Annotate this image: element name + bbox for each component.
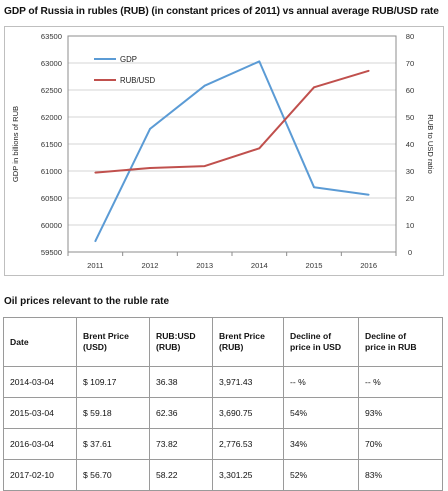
data-point	[94, 240, 97, 243]
y-tick-label: 61500	[41, 140, 62, 149]
y-right-axis-title: RUB to USD ratio	[426, 114, 435, 174]
cell-decline-usd: 54%	[283, 397, 359, 429]
chart-title: GDP of Russia in rubles (RUB) (in consta…	[4, 6, 439, 17]
y-tick-label: 59500	[41, 248, 62, 257]
header-decline-rub: Decline of price in RUB	[358, 317, 443, 367]
data-point	[149, 167, 151, 169]
table-row: 2017-02-10 $ 56.70 58.22 3,301.25 52% 83…	[3, 459, 443, 491]
table-row: 2016-03-04 $ 37.61 73.82 2,776.53 34% 70…	[3, 428, 443, 460]
x-tick-label: 2016	[360, 261, 377, 270]
cell-date: 2015-03-04	[3, 397, 77, 429]
cell-decline-usd: -- %	[283, 366, 359, 398]
y-right-tick-label: 70	[406, 59, 414, 68]
y-right-tick-label: 40	[406, 140, 414, 149]
data-point	[258, 147, 261, 150]
chart-svg: 5950060000605006100061500620006250063000…	[4, 26, 444, 276]
cell-rub-usd: 73.82	[149, 428, 213, 460]
cell-brent-rub: 3,301.25	[212, 459, 284, 491]
gdp-line	[94, 60, 369, 242]
cell-brent-rub: 2,776.53	[212, 428, 284, 460]
header-brent-rub: Brent Price (RUB)	[212, 317, 284, 367]
x-tick-label: 2013	[196, 261, 213, 270]
table-row: 2015-03-04 $ 59.18 62.36 3,690.75 54% 93…	[3, 397, 443, 429]
y-tick-label: 61000	[41, 167, 62, 176]
y-right-tick-label: 80	[406, 32, 414, 41]
data-point	[313, 86, 315, 89]
oil-price-table: Date Brent Price (USD) RUB:USD (RUB) Brent…	[3, 317, 443, 491]
y-tick-label: 63000	[41, 59, 62, 68]
y-tick-label: 60000	[41, 221, 62, 230]
cell-brent-usd: $ 37.61	[76, 428, 150, 460]
table-row: 2014-03-04 $ 109.17 36.38 3,971.43 -- % …	[3, 366, 443, 398]
x-tick-label: 2015	[306, 261, 323, 270]
cell-rub-usd: 36.38	[149, 366, 213, 398]
cell-rub-usd: 62.36	[149, 397, 213, 429]
table-header-row: Date Brent Price (USD) RUB:USD (RUB) Brent…	[3, 317, 443, 367]
data-point	[313, 186, 315, 189]
data-point	[258, 60, 261, 63]
legend-label: GDP	[120, 55, 137, 64]
axis-layer: 5950060000605006100061500620006250063000…	[11, 32, 435, 270]
cell-decline-rub: -- %	[358, 366, 443, 398]
cell-brent-usd: $ 56.70	[76, 459, 150, 491]
y-tick-label: 62500	[41, 86, 62, 95]
x-tick-label: 2014	[251, 261, 268, 270]
cell-date: 2017-02-10	[3, 459, 77, 491]
data-point	[203, 84, 206, 87]
cell-decline-rub: 93%	[358, 397, 443, 429]
y-right-tick-label: 10	[406, 221, 414, 230]
cell-brent-rub: 3,971.43	[212, 366, 284, 398]
y-tick-label: 60500	[41, 194, 62, 203]
y-right-tick-label: 50	[406, 113, 414, 122]
data-point	[203, 165, 206, 168]
cell-decline-rub: 70%	[358, 428, 443, 460]
header-date: Date	[3, 317, 77, 367]
cell-date: 2014-03-04	[3, 366, 77, 398]
cell-decline-usd: 34%	[283, 428, 359, 460]
data-point	[367, 193, 370, 196]
y-right-tick-label: 30	[406, 167, 414, 176]
x-tick-label: 2012	[142, 261, 159, 270]
chart: 59500 60000 60500 61000 61500 62000 62500 63000…	[4, 26, 444, 281]
x-tick-label: 2011	[87, 261, 103, 270]
table-title: Oil prices relevant to the ruble rate	[4, 296, 170, 307]
cell-date: 2016-03-04	[3, 428, 77, 460]
y-axis-title: GDP in billions of RUB	[11, 106, 20, 182]
header-brent-usd: Brent Price (USD)	[76, 317, 150, 367]
y-right-tick-label: 20	[406, 194, 414, 203]
header-decline-usd: Decline of price in USD	[283, 317, 359, 367]
header-rub-usd: RUB:USD (RUB)	[149, 317, 213, 367]
series-layer	[94, 60, 370, 243]
legend-label: RUB/USD	[120, 76, 155, 85]
y-tick-label: 63500	[41, 32, 62, 41]
cell-decline-rub: 83%	[358, 459, 443, 491]
y-right-tick-label: 0	[408, 248, 412, 257]
cell-brent-usd: $ 59.18	[76, 397, 150, 429]
data-point	[149, 127, 151, 130]
y-tick-label: 62000	[41, 113, 62, 122]
rub-usd-line	[95, 69, 369, 174]
chart-frame	[4, 26, 444, 276]
cell-rub-usd: 58.22	[149, 459, 213, 491]
cell-decline-usd: 52%	[283, 459, 359, 491]
cell-brent-rub: 3,690.75	[212, 397, 284, 429]
legend: GDP RUB/USD	[94, 55, 155, 85]
cell-brent-usd: $ 109.17	[76, 366, 150, 398]
data-point	[94, 171, 97, 174]
y-right-tick-label: 60	[406, 86, 414, 95]
data-point	[367, 69, 370, 72]
